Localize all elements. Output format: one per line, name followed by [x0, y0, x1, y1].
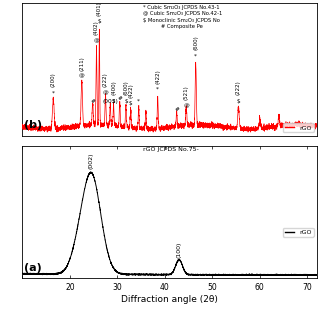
Text: (600): (600) — [124, 81, 128, 95]
Text: (600): (600) — [193, 36, 198, 51]
Text: #: # — [90, 99, 95, 104]
Text: @: @ — [183, 103, 189, 108]
Text: *: * — [52, 90, 55, 95]
Text: (002): (002) — [89, 152, 94, 169]
Legend: rGO: rGO — [283, 123, 314, 132]
Text: $: $ — [124, 99, 128, 104]
Text: $: $ — [129, 101, 132, 106]
Text: (222): (222) — [103, 72, 108, 87]
Text: (400): (400) — [111, 81, 116, 95]
Text: rGO JCPDS No.75-: rGO JCPDS No.75- — [143, 148, 199, 152]
Text: #: # — [174, 107, 179, 112]
Text: #: # — [117, 96, 122, 101]
Text: (100): (100) — [177, 241, 181, 258]
Text: * Cubic Sm₂O₃ JCPDS No.43-1
@ Cubic Sm₂O₃ JCPDS No.42-1
$ Monoclinic Sm₂O₃ JCPDS: * Cubic Sm₂O₃ JCPDS No.43-1 @ Cubic Sm₂O… — [143, 4, 222, 29]
Text: $: $ — [236, 99, 240, 104]
Legend: rGO: rGO — [283, 228, 314, 237]
Text: @: @ — [79, 74, 84, 79]
Text: (422): (422) — [155, 69, 160, 84]
Text: (401): (401) — [97, 2, 102, 16]
Text: (b): (b) — [24, 120, 42, 130]
Text: (003): (003) — [102, 99, 118, 104]
Text: $: $ — [112, 99, 116, 104]
Text: *: * — [137, 99, 140, 104]
Text: @: @ — [93, 38, 99, 44]
Text: (521): (521) — [184, 85, 189, 100]
Text: (422): (422) — [128, 83, 133, 98]
X-axis label: Diffraction angle (2θ): Diffraction angle (2θ) — [121, 295, 218, 304]
Text: $: $ — [98, 20, 101, 24]
Text: (200): (200) — [51, 72, 56, 87]
Text: *: * — [156, 87, 159, 92]
Text: (a): (a) — [24, 263, 42, 273]
Text: *: * — [194, 54, 197, 59]
Text: (222): (222) — [236, 81, 241, 95]
Text: (211): (211) — [79, 56, 84, 70]
Text: @: @ — [103, 90, 108, 95]
Text: (402): (402) — [94, 20, 99, 35]
